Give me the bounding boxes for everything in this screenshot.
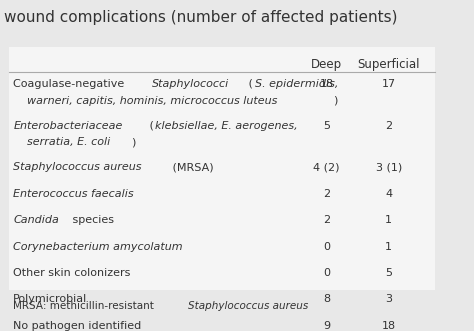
Text: 0: 0 (323, 242, 330, 252)
Text: wound complications (number of affected patients): wound complications (number of affected … (4, 10, 398, 24)
Text: 8: 8 (323, 294, 330, 305)
Text: Coagulase-negative: Coagulase-negative (13, 79, 128, 89)
Text: 17: 17 (382, 79, 396, 89)
Text: S. epidermidis,: S. epidermidis, (255, 79, 338, 89)
Text: 1: 1 (385, 242, 392, 252)
Text: Staphylococcus aureus: Staphylococcus aureus (13, 163, 142, 172)
Text: 1: 1 (385, 215, 392, 225)
Text: 9: 9 (323, 321, 330, 331)
Text: Polymicrobial: Polymicrobial (13, 294, 88, 305)
Text: 5: 5 (323, 121, 330, 131)
Text: No pathogen identified: No pathogen identified (13, 321, 142, 331)
Text: 18: 18 (382, 321, 396, 331)
Text: 2: 2 (323, 189, 330, 199)
Text: species: species (69, 215, 114, 225)
FancyBboxPatch shape (9, 47, 435, 290)
Text: warneri, capitis, hominis, micrococcus luteus: warneri, capitis, hominis, micrococcus l… (13, 96, 278, 106)
Text: 3 (1): 3 (1) (375, 163, 402, 172)
Text: ): ) (333, 96, 337, 106)
Text: 4: 4 (385, 189, 392, 199)
Text: 4 (2): 4 (2) (313, 163, 340, 172)
Text: 2: 2 (323, 215, 330, 225)
Text: Staphylococcus aureus: Staphylococcus aureus (188, 301, 308, 311)
Text: Other skin colonizers: Other skin colonizers (13, 268, 131, 278)
Text: Candida: Candida (13, 215, 59, 225)
Text: (MRSA): (MRSA) (169, 163, 213, 172)
Text: Deep: Deep (311, 58, 342, 71)
Text: klebsiellae, E. aerogenes,: klebsiellae, E. aerogenes, (155, 121, 298, 131)
Text: 2: 2 (385, 121, 392, 131)
Text: 5: 5 (385, 268, 392, 278)
Text: Enterococcus faecalis: Enterococcus faecalis (13, 189, 134, 199)
Text: Enterobacteriaceae: Enterobacteriaceae (13, 121, 123, 131)
Text: 3: 3 (385, 294, 392, 305)
Text: 0: 0 (323, 268, 330, 278)
Text: 18: 18 (319, 79, 334, 89)
Text: Superficial: Superficial (357, 58, 420, 71)
Text: ): ) (131, 137, 135, 147)
Text: Staphylococci: Staphylococci (152, 79, 229, 89)
Text: Corynebacterium amycolatum: Corynebacterium amycolatum (13, 242, 183, 252)
Text: serratia, E. coli: serratia, E. coli (13, 137, 110, 147)
Text: (: ( (246, 79, 254, 89)
Text: MRSA: methicillin-resistant: MRSA: methicillin-resistant (13, 301, 157, 311)
Text: (: ( (146, 121, 154, 131)
